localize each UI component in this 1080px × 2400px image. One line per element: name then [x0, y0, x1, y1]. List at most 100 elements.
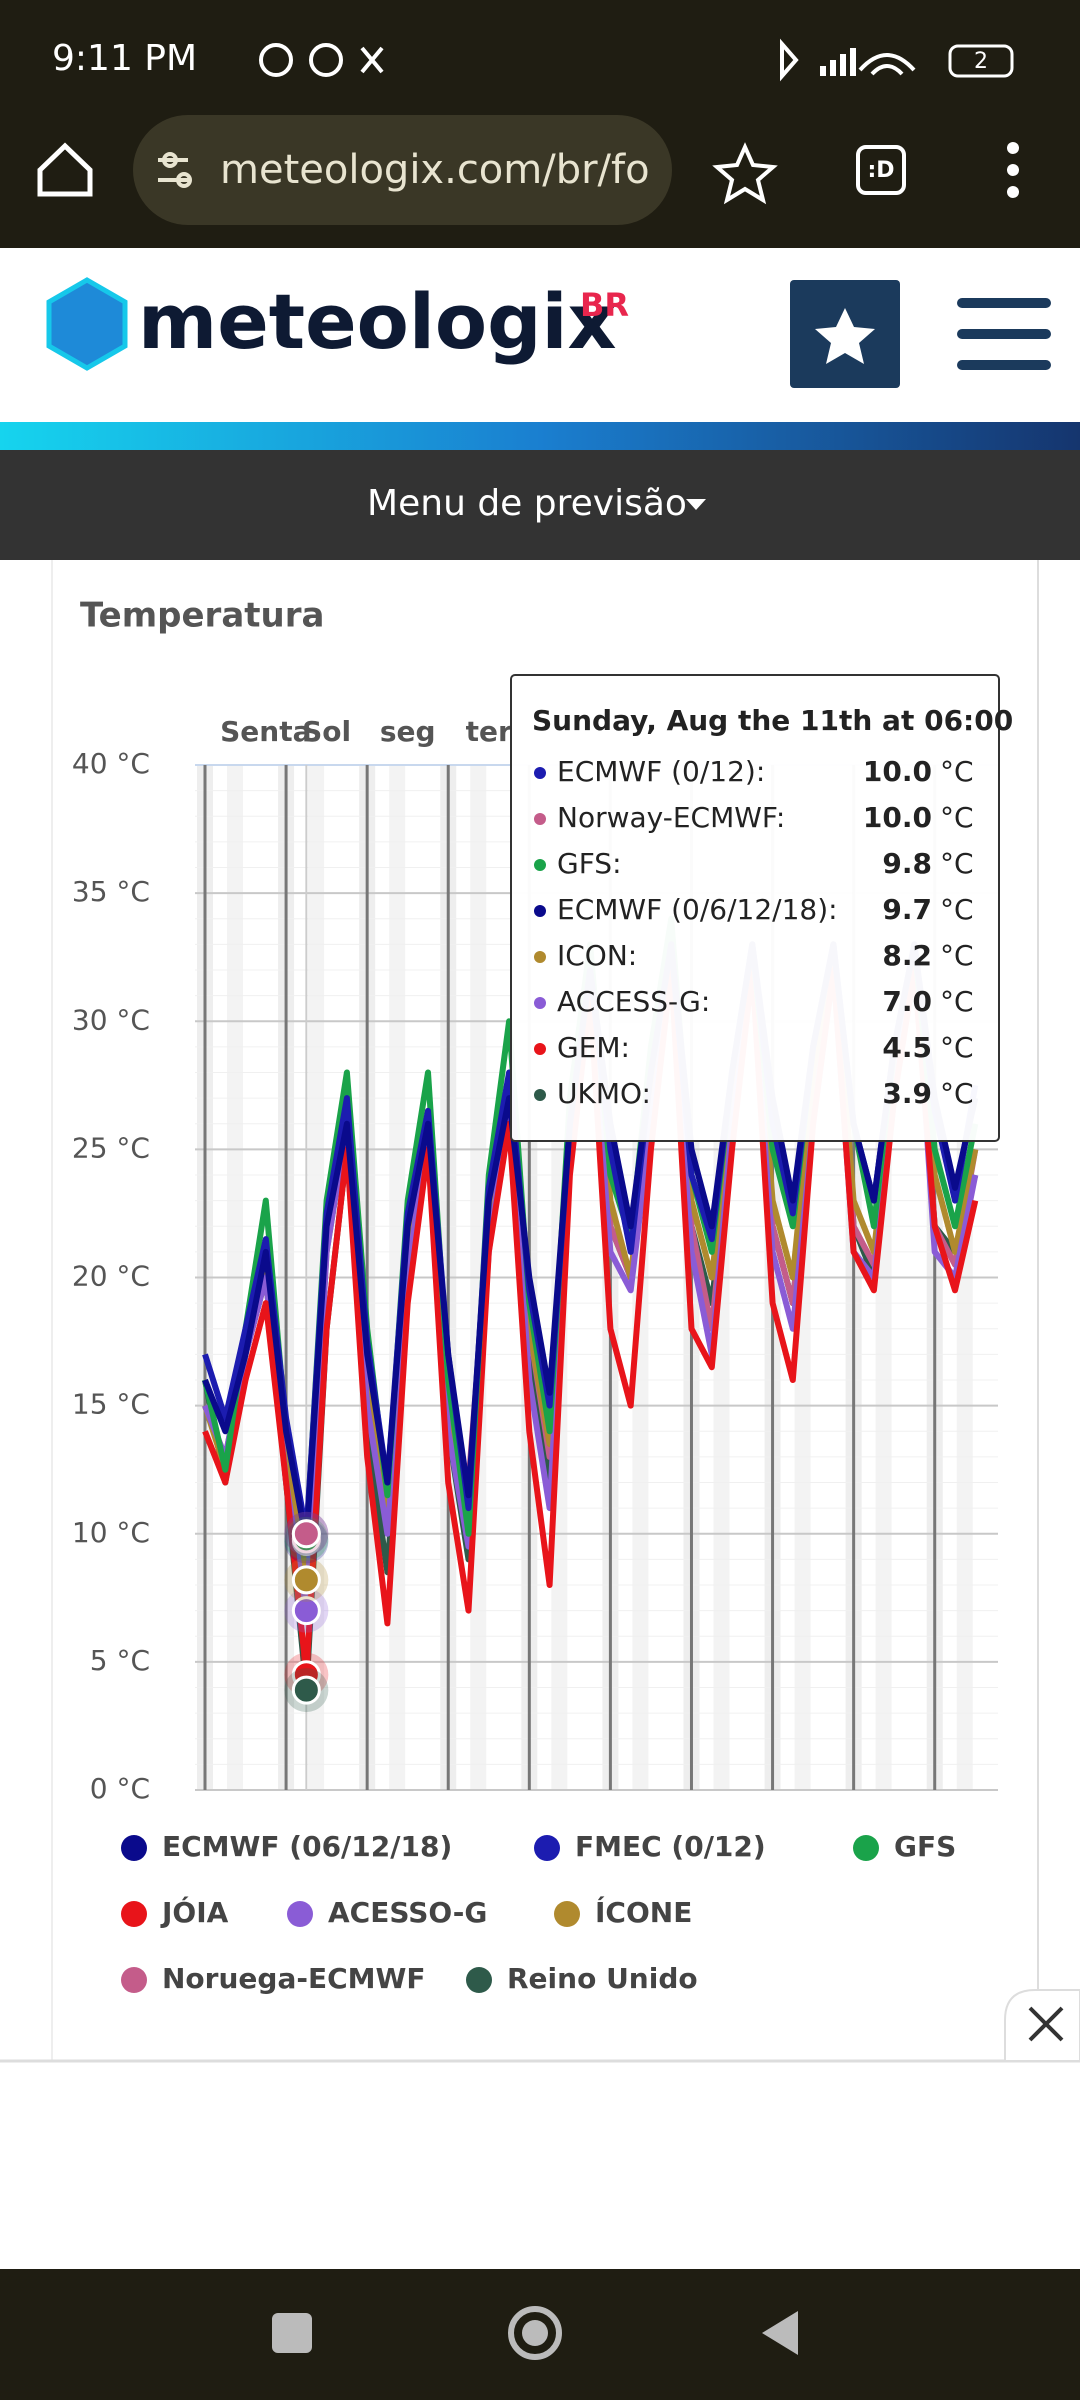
y-tick-label: 35 °C [72, 875, 150, 908]
tabs-button[interactable] [856, 145, 906, 195]
tooltip-name: UKMO: [557, 1077, 651, 1110]
tooltip-dot [534, 859, 546, 871]
legend-swatch [287, 1901, 313, 1927]
y-tick-label: 20 °C [72, 1260, 150, 1293]
status-icons [259, 38, 916, 82]
tooltip-name: ACCESS-G: [557, 985, 710, 1018]
clock: 9:11 PM [52, 38, 197, 79]
x-tick-label: Sol [302, 715, 351, 748]
menu-caret [686, 499, 706, 510]
y-tick-label: 5 °C [90, 1644, 150, 1677]
nav-recents[interactable] [272, 2313, 312, 2353]
legend-label: Reino Unido [507, 1962, 698, 1995]
y-tick-label: 40 °C [72, 747, 150, 780]
hover-point [291, 1519, 321, 1549]
legend-swatch [466, 1967, 492, 1993]
nav-home[interactable] [508, 2306, 562, 2360]
battery [948, 44, 1014, 78]
legend-label: Noruega-ECMWF [162, 1962, 426, 1995]
favorites-icon [815, 308, 875, 364]
legend-swatch [554, 1901, 580, 1927]
hover-point [291, 1675, 321, 1705]
tooltip-name: ECMWF (0/6/12/18): [557, 893, 838, 926]
tooltip-dot [534, 813, 546, 825]
y-tick-label: 0 °C [90, 1772, 150, 1805]
x-tick-label: ter [466, 715, 512, 748]
menu-label[interactable]: Menu de previsão [367, 483, 687, 524]
tooltip-unit: °C [940, 801, 974, 834]
tooltip-name: Norway-ECMWF: [557, 801, 785, 834]
logo-region: BR [580, 286, 629, 324]
legend-swatch [534, 1835, 560, 1861]
hamburger-menu[interactable] [957, 298, 1051, 370]
logo-text: meteologix [138, 277, 617, 366]
tooltip-dot [534, 1089, 546, 1101]
battery-level: 2 [974, 49, 988, 74]
tooltip-dot [534, 951, 546, 963]
tooltip-name: GEM: [557, 1031, 630, 1064]
tooltip-value: 10.0 [863, 801, 932, 834]
browser-menu[interactable] [1007, 142, 1019, 198]
site-info[interactable] [158, 152, 192, 188]
tooltip-unit: °C [940, 1031, 974, 1064]
tooltip-unit: °C [940, 1077, 974, 1110]
tooltip-name: GFS: [557, 847, 622, 880]
y-tick-label: 15 °C [72, 1388, 150, 1421]
url-bar[interactable] [133, 115, 672, 225]
tooltip-value: 8.2 [882, 939, 932, 972]
legend-swatch [121, 1901, 147, 1927]
tooltip-unit: °C [940, 755, 974, 788]
x-tick-label: Senta [220, 715, 311, 748]
y-tick-label: 25 °C [72, 1131, 150, 1164]
legend-label: JÓIA [160, 1895, 229, 1929]
header-stripe [0, 422, 1080, 450]
tooltip-dot [534, 1043, 546, 1055]
tooltip-dot [534, 997, 546, 1009]
legend-label: ECMWF (06/12/18) [162, 1830, 452, 1863]
legend-label: ACESSO-G [328, 1896, 487, 1929]
close-icon[interactable] [1028, 2006, 1064, 2042]
home-button[interactable] [37, 142, 93, 197]
tooltip-title: Sunday, Aug the 11th at 06:00 [532, 704, 1013, 737]
legend: ECMWF (06/12/18) FMEC (0/12) GFS JÓIA ACESSO… [121, 1830, 956, 1995]
tooltip-value: 3.9 [882, 1077, 932, 1110]
x-tick-label: seg [380, 715, 436, 748]
y-tick-label: 10 °C [72, 1516, 150, 1549]
legend-swatch [121, 1835, 147, 1861]
tooltip-unit: °C [940, 985, 974, 1018]
bookmark-button[interactable] [712, 142, 778, 205]
legend-swatch [121, 1967, 147, 1993]
legend-label: GFS [894, 1830, 956, 1863]
y-tick-label: 30 °C [72, 1003, 150, 1036]
tooltip-unit: °C [940, 939, 974, 972]
tabs-label: :D [867, 158, 894, 183]
legend-label: FMEC (0/12) [575, 1830, 766, 1863]
tooltip-unit: °C [940, 893, 974, 926]
url-text[interactable]: meteologix.com/br/fo [220, 147, 650, 193]
tooltip-unit: °C [940, 847, 974, 880]
nav-home-dot [522, 2320, 548, 2346]
legend-label: ÍCONE [595, 1895, 692, 1929]
logo-icon [46, 277, 128, 371]
tooltip-value: 4.5 [882, 1031, 932, 1064]
chart-title: Temperatura [80, 596, 324, 636]
tooltip: Sunday, Aug the 11th at 06:00 ECMWF (0/12… [510, 674, 1013, 1142]
menu-bar[interactable] [0, 450, 1080, 560]
ad-area [0, 2060, 1080, 2269]
tooltip-value: 9.8 [882, 847, 932, 880]
tooltip-name: ECMWF (0/12): [557, 755, 765, 788]
nav-back[interactable] [762, 2311, 798, 2355]
tooltip-dot [534, 767, 546, 779]
tooltip-box [510, 674, 1000, 1142]
tooltip-value: 7.0 [882, 985, 932, 1018]
tooltip-name: ICON: [557, 939, 637, 972]
tooltip-value: 9.7 [882, 893, 932, 926]
tooltip-value: 10.0 [863, 755, 932, 788]
hover-point [291, 1565, 321, 1595]
signal [820, 48, 856, 76]
hover-point [291, 1596, 321, 1626]
legend-swatch [853, 1835, 879, 1861]
